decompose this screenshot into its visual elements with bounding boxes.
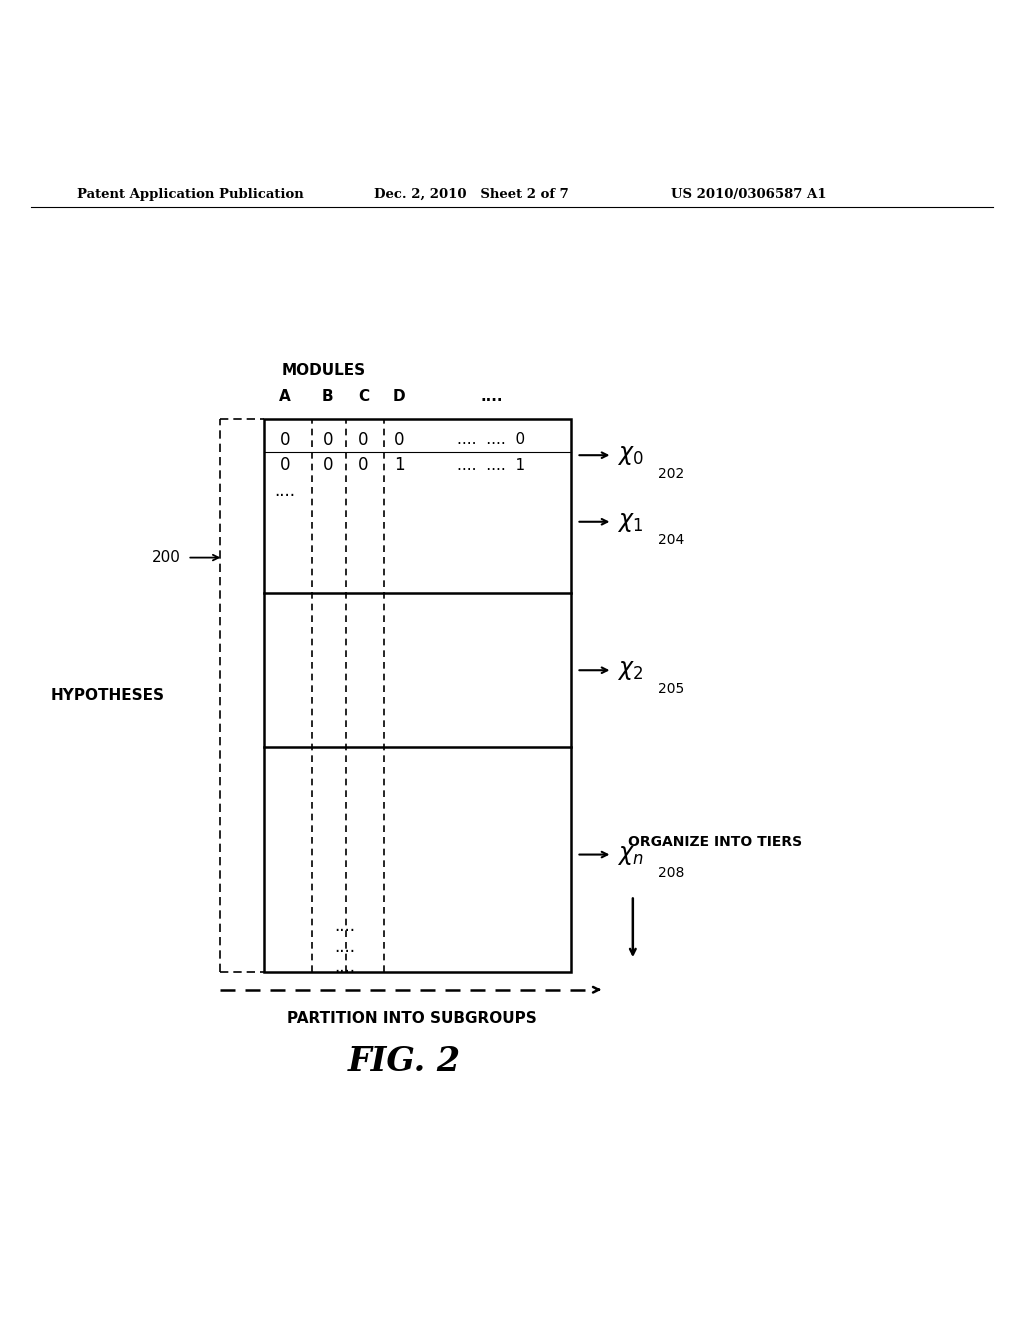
Text: ....: .... [334,917,355,936]
Text: ....: .... [274,482,295,500]
Text: 1: 1 [394,457,404,474]
Text: $\chi_1$: $\chi_1$ [617,510,643,533]
Text: 205: 205 [658,681,685,696]
Text: FIG. 2: FIG. 2 [348,1045,461,1078]
Text: $\chi_0$: $\chi_0$ [617,444,644,467]
Text: 0: 0 [358,457,369,474]
Text: 0: 0 [323,430,333,449]
Text: Dec. 2, 2010   Sheet 2 of 7: Dec. 2, 2010 Sheet 2 of 7 [374,187,568,201]
Bar [264,420,571,973]
Text: 0: 0 [323,457,333,474]
Text: ....: .... [480,389,503,404]
Text: ....: .... [334,958,355,977]
Text: HYPOTHESES: HYPOTHESES [50,688,165,704]
Text: ....  ....  1: .... .... 1 [458,458,525,473]
Text: 0: 0 [394,430,404,449]
Text: PARTITION INTO SUBGROUPS: PARTITION INTO SUBGROUPS [288,1011,537,1026]
Text: 0: 0 [280,457,290,474]
Text: D: D [393,389,406,404]
Text: ....  ....  0: .... .... 0 [458,433,525,447]
Text: 0: 0 [280,430,290,449]
Text: B: B [322,389,334,404]
Text: $\chi_n$: $\chi_n$ [617,842,644,866]
Text: C: C [358,389,369,404]
Text: $\chi_2$: $\chi_2$ [617,659,643,682]
Text: US 2010/0306587 A1: US 2010/0306587 A1 [671,187,826,201]
Text: 208: 208 [658,866,685,880]
Text: ORGANIZE INTO TIERS: ORGANIZE INTO TIERS [628,834,802,849]
Text: MODULES: MODULES [282,363,367,378]
Text: A: A [279,389,291,404]
Text: ....: .... [334,937,355,956]
Text: 200: 200 [153,550,181,565]
Text: Patent Application Publication: Patent Application Publication [77,187,303,201]
Text: 204: 204 [658,533,685,548]
Text: 202: 202 [658,467,685,480]
Text: 0: 0 [358,430,369,449]
